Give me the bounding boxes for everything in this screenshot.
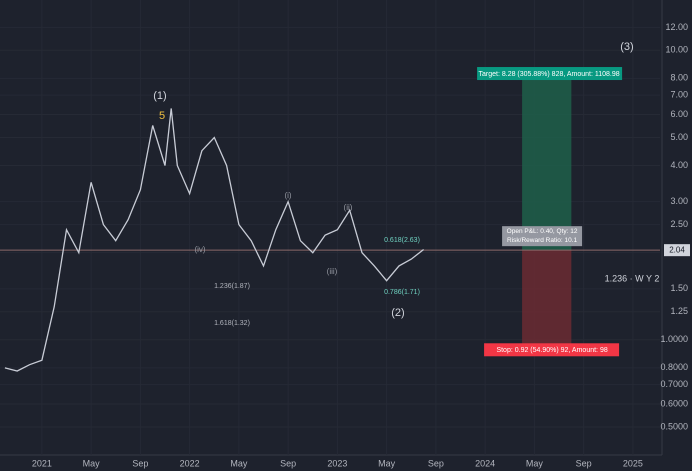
y-tick-label: 0.7000 bbox=[660, 379, 688, 389]
stop-text: Stop: 0.92 (54.90%) 92, Amount: 98 bbox=[496, 347, 607, 354]
target-box: Target: 8.28 (305.88%) 828, Amount: 1108… bbox=[477, 67, 623, 81]
annotation: 0.618(2.63) bbox=[384, 237, 420, 244]
ratio-text: Risk/Reward Ratio: 10.1 bbox=[507, 237, 577, 244]
y-tick-label: 3.00 bbox=[670, 196, 688, 206]
annotation: (i) bbox=[284, 191, 291, 200]
info-text: Open P&L: 0.40, Qty: 12 bbox=[507, 228, 578, 235]
x-tick-label: 2022 bbox=[180, 458, 200, 468]
x-tick-label: 2023 bbox=[327, 458, 347, 468]
y-tick-label: 0.5000 bbox=[660, 421, 688, 431]
y-tick-label: 6.00 bbox=[670, 109, 688, 119]
target-bg bbox=[477, 67, 623, 81]
annotation: (3) bbox=[620, 41, 633, 53]
x-tick-label: May bbox=[378, 458, 396, 468]
annotation: (iii) bbox=[327, 267, 338, 276]
x-tick-label: 2024 bbox=[475, 458, 495, 468]
y-tick-label: 1.50 bbox=[670, 283, 688, 293]
annotation: (ii) bbox=[344, 203, 353, 212]
annotation: (2) bbox=[391, 307, 404, 319]
y-tick-label: 7.00 bbox=[670, 90, 688, 100]
price-line bbox=[4, 108, 424, 372]
profit-zone bbox=[522, 74, 572, 251]
price-tag bbox=[664, 244, 690, 257]
y-tick-label: 10.00 bbox=[665, 45, 688, 55]
annotation: 1.618(1.32) bbox=[214, 320, 250, 327]
stop-bg bbox=[484, 343, 620, 357]
price-tag-text: 2.04 bbox=[669, 245, 685, 254]
x-tick-label: Sep bbox=[428, 458, 444, 468]
annotation: (1) bbox=[153, 90, 166, 102]
loss-zone bbox=[522, 250, 572, 351]
y-tick-label: 1.0000 bbox=[660, 334, 688, 344]
y-tick-label: 4.00 bbox=[670, 160, 688, 170]
annotation: 1.236(1.87) bbox=[214, 283, 250, 290]
y-tick-label: 5.00 bbox=[670, 132, 688, 142]
target-text: Target: 8.28 (305.88%) 828, Amount: 1108… bbox=[479, 71, 620, 78]
annotation: 1.236 · W Y 2 bbox=[605, 273, 660, 283]
x-tick-label: May bbox=[230, 458, 248, 468]
x-tick-label: Sep bbox=[280, 458, 296, 468]
y-tick-label: 2.50 bbox=[670, 219, 688, 229]
y-tick-label: 0.6000 bbox=[660, 398, 688, 408]
annotation: 0.786(1.71) bbox=[384, 289, 420, 296]
x-tick-label: Sep bbox=[576, 458, 592, 468]
y-tick-label: 12.00 bbox=[665, 22, 688, 32]
info-bg bbox=[502, 226, 583, 247]
x-tick-label: Sep bbox=[132, 458, 148, 468]
annotation: 5 bbox=[159, 110, 165, 122]
x-tick-label: May bbox=[526, 458, 544, 468]
y-tick-label: 0.8000 bbox=[660, 362, 688, 372]
annotation: (iv) bbox=[194, 245, 205, 254]
x-tick-label: 2025 bbox=[623, 458, 643, 468]
x-tick-label: 2021 bbox=[32, 458, 52, 468]
y-tick-label: 8.00 bbox=[670, 73, 688, 83]
x-tick-label: May bbox=[83, 458, 101, 468]
y-tick-label: 1.25 bbox=[670, 306, 688, 316]
